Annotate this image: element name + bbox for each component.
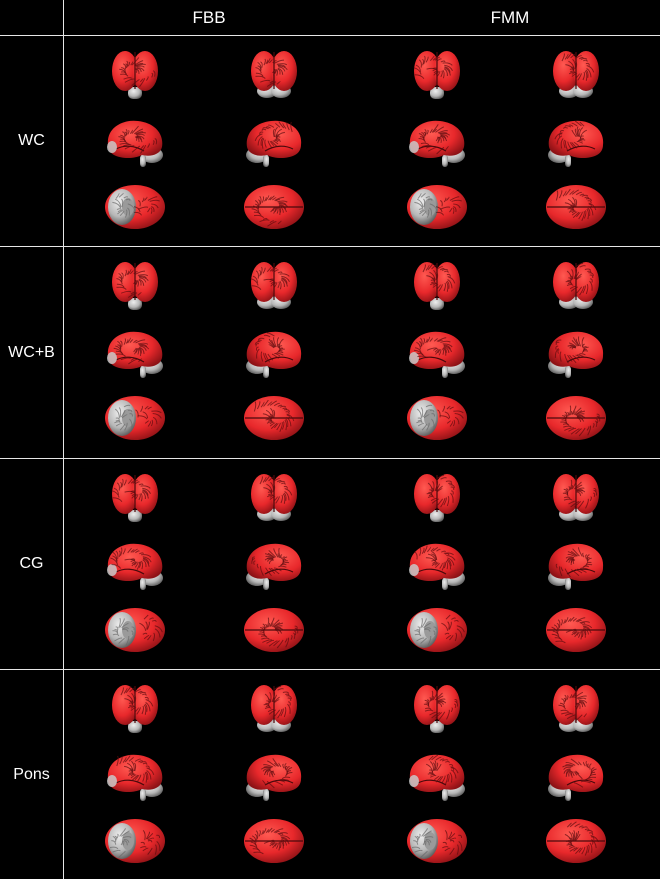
brain-side-view xyxy=(543,115,609,171)
brain-top-view xyxy=(404,813,470,869)
brain-front-view xyxy=(241,47,307,103)
row-label-pons: Pons xyxy=(13,766,50,783)
brain-front-view xyxy=(102,258,168,314)
brain-front-view xyxy=(102,681,168,737)
brain-front-view xyxy=(543,470,609,526)
brain-top-view xyxy=(404,179,470,235)
brain-front-view xyxy=(102,47,168,103)
column-header-fbb: FBB xyxy=(192,8,226,27)
brain-side-view xyxy=(241,749,307,805)
header-divider xyxy=(0,35,660,36)
brain-side-view xyxy=(241,538,307,594)
brain-top-view xyxy=(241,602,307,658)
brain-side-view xyxy=(102,326,168,382)
brain-side-view xyxy=(404,326,470,382)
brain-top-view xyxy=(241,813,307,869)
row-divider-3 xyxy=(0,669,660,670)
brain-front-view xyxy=(404,258,470,314)
brain-side-view xyxy=(241,326,307,382)
brain-top-view xyxy=(543,602,609,658)
brain-front-view xyxy=(543,258,609,314)
row-label-cg: CG xyxy=(19,555,44,572)
brain-top-view xyxy=(543,179,609,235)
brain-front-view xyxy=(241,470,307,526)
brain-top-view xyxy=(102,390,168,446)
brain-side-view xyxy=(102,538,168,594)
brain-front-view xyxy=(241,258,307,314)
brain-top-view xyxy=(404,602,470,658)
label-column-divider xyxy=(63,0,64,879)
brain-side-view xyxy=(404,538,470,594)
brain-top-view xyxy=(102,602,168,658)
brain-top-view xyxy=(102,179,168,235)
brain-side-view xyxy=(543,749,609,805)
brain-side-view xyxy=(543,538,609,594)
brain-front-view xyxy=(404,47,470,103)
column-header-fmm: FMM xyxy=(490,8,530,27)
row-label-wc-b: WC+B xyxy=(8,344,55,361)
brain-front-view xyxy=(241,681,307,737)
brain-side-view xyxy=(543,326,609,382)
row-divider-2 xyxy=(0,458,660,459)
brain-top-view xyxy=(241,179,307,235)
brain-top-view xyxy=(543,813,609,869)
brain-side-view xyxy=(241,115,307,171)
row-divider-1 xyxy=(0,246,660,247)
brain-side-view xyxy=(102,749,168,805)
brain-front-view xyxy=(543,47,609,103)
brain-front-view xyxy=(404,681,470,737)
brain-front-view xyxy=(404,470,470,526)
row-label-wc: WC xyxy=(18,132,45,149)
brain-front-view xyxy=(102,470,168,526)
brain-top-view xyxy=(241,390,307,446)
brain-top-view xyxy=(543,390,609,446)
brain-top-view xyxy=(102,813,168,869)
brain-front-view xyxy=(543,681,609,737)
brain-side-view xyxy=(404,749,470,805)
brain-side-view xyxy=(404,115,470,171)
brain-top-view xyxy=(404,390,470,446)
brain-side-view xyxy=(102,115,168,171)
